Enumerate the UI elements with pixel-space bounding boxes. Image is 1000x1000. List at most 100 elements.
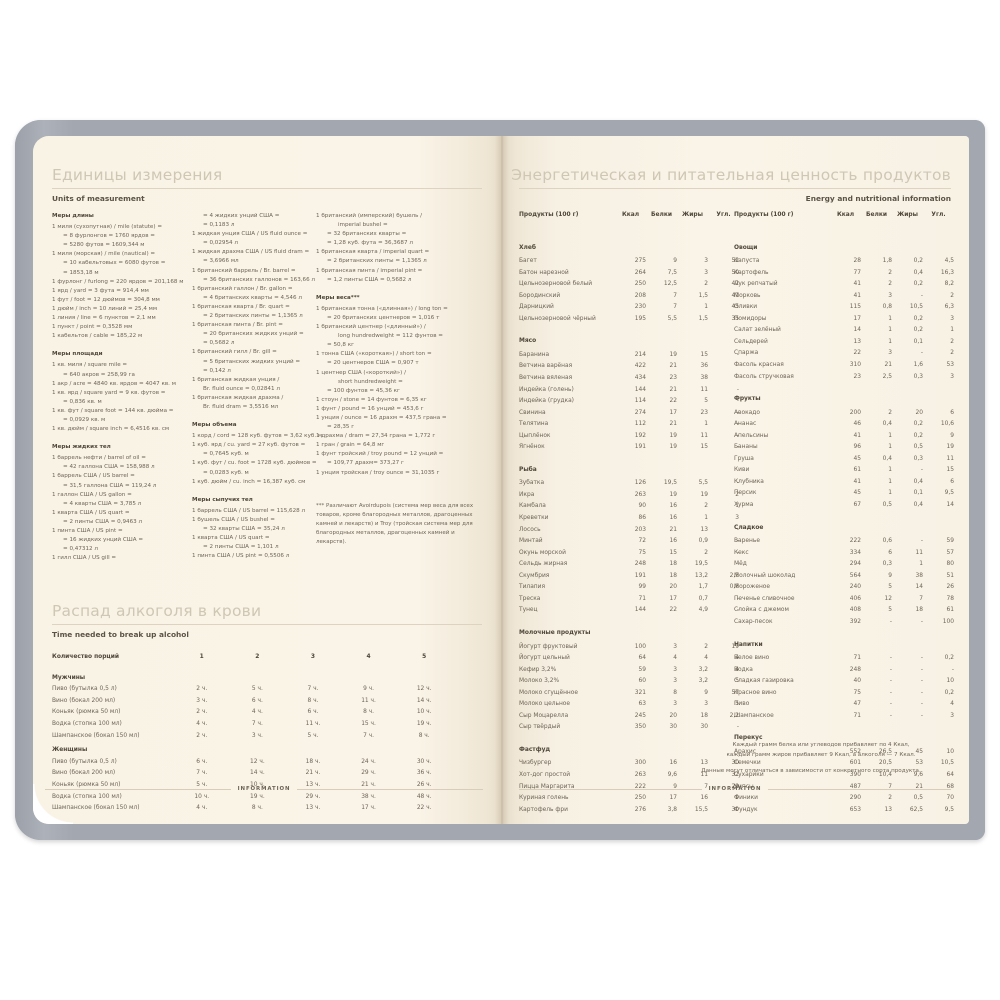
nutrition-value: 11 bbox=[915, 549, 924, 556]
nutrition-value: - bbox=[889, 655, 892, 662]
nutrition-value: 9 bbox=[673, 783, 677, 790]
nutrition-footnote-2: Данные могут отличаться в зависимости от… bbox=[701, 768, 921, 774]
table-row: Чипсы 487 7 21 68 bbox=[734, 782, 954, 794]
units-line: 1 куб. ярд / cu. yard = 27 куб. футов = bbox=[192, 442, 306, 449]
nutrition-product-name: Оливки bbox=[734, 304, 758, 311]
nutrition-value: 3 bbox=[673, 643, 677, 650]
table-row: Красное вино 75 - - 0,2 bbox=[734, 688, 954, 700]
nutrition-group-row: Мясо bbox=[519, 325, 739, 350]
nutrition-value: 9 bbox=[735, 795, 739, 802]
units-line: = 8 фурлонгов = 1760 ярдов = bbox=[63, 233, 155, 240]
nutrition-product-name: Лосось bbox=[519, 526, 541, 533]
units-line: 1 жидкая драхма США / US fluid dram = bbox=[192, 249, 310, 256]
units-line: = 1,28 куб. фута = 36,3687 л bbox=[327, 240, 413, 247]
nutrition-value: 22 bbox=[669, 398, 678, 405]
units-line: = 4 британских кварты = 4,546 л bbox=[203, 294, 302, 301]
nutrition-group-label: Перекус bbox=[734, 735, 763, 742]
nutrition-value: 2 bbox=[888, 409, 892, 416]
nutrition-value: 0,2 bbox=[913, 421, 923, 428]
table-row: Белое вино 71 - - 0,2 bbox=[734, 653, 954, 665]
nutrition-product-name: Финики bbox=[734, 795, 758, 802]
table-row: Сыр твёрдый 350 30 30 - bbox=[519, 722, 739, 734]
table-row: Авокадо 200 2 20 6 bbox=[734, 408, 954, 420]
table-row: Цыплёнок 192 19 11 - bbox=[519, 431, 739, 443]
table-row: Груша 45 0,4 0,3 11 bbox=[734, 454, 954, 466]
units-footnote: *** Различают Avoirdupois (система мер в… bbox=[316, 502, 474, 545]
nutrition-value: 0,6 bbox=[882, 538, 892, 545]
units-line: 1 стоун / stone = 14 фунтов = 6,35 кг bbox=[316, 396, 427, 403]
nutrition-value: 40 bbox=[853, 678, 862, 685]
nutrition-product-name: Шампанское bbox=[734, 712, 774, 719]
units-line: Br. fluid ounce = 0,02841 л bbox=[203, 385, 280, 392]
alcohol-hours-value: 15 ч. bbox=[361, 720, 376, 727]
table-row: Мороженое 240 5 14 26 bbox=[734, 582, 954, 594]
units-line: = 20 британских жидких унций = bbox=[203, 331, 304, 338]
nutrition-value: 1,5 bbox=[698, 315, 708, 322]
table-row: Водка (стопка 100 мл) 10 ч. 19 ч. 29 ч. 38 ч… bbox=[52, 792, 452, 804]
nutrition-value: 12,5 bbox=[663, 281, 677, 288]
table-row: Ветчина варёная 422 21 36 - bbox=[519, 361, 739, 373]
nutrition-product-name: Персик bbox=[734, 490, 757, 497]
nutrition-value: - bbox=[920, 712, 923, 719]
nutrition-value: 195 bbox=[634, 315, 646, 322]
nutrition-value: - bbox=[889, 689, 892, 696]
nutrition-value: 9 bbox=[704, 689, 708, 696]
units-line: = 4 жидких унций США = bbox=[203, 213, 280, 219]
alcohol-title-rule bbox=[52, 624, 482, 625]
nutrition-value: 86 bbox=[638, 515, 647, 522]
units-line: 1 галлон США / US gallon = bbox=[52, 491, 132, 498]
table-row: Фасоль красная 310 21 1,6 53 bbox=[734, 360, 954, 372]
nutrition-value: 23 bbox=[700, 409, 709, 416]
nutrition-product-name: Минтай bbox=[519, 538, 543, 545]
nutrition-value: 45 bbox=[731, 304, 740, 311]
nutrition-value: - bbox=[920, 678, 923, 685]
page-corner-bottom-left bbox=[33, 784, 73, 824]
nutrition-value: 6 bbox=[888, 549, 892, 556]
nutrition-value: 46 bbox=[853, 421, 862, 428]
nutrition-product-name: Фасоль стручковая bbox=[734, 373, 794, 380]
alcohol-hours-value: 10 ч. bbox=[194, 793, 210, 800]
table-row: Сахар-песок 392 - - 100 bbox=[734, 617, 954, 629]
units-line: 1 ярд / yard = 3 фута = 914,4 мм bbox=[52, 287, 149, 294]
nutrition-product-name: Сахар-песок bbox=[734, 618, 773, 625]
nutrition-value: 19 bbox=[946, 444, 955, 451]
table-row: Картофель фри 276 3,8 15,5 30 bbox=[519, 805, 739, 817]
alcohol-hours-value: 8 ч. bbox=[363, 709, 375, 716]
nutrition-product-name: Тунец bbox=[519, 607, 538, 614]
nutrition-value: 99 bbox=[638, 584, 647, 591]
units-line: = 3,6966 мл bbox=[203, 258, 239, 265]
nutrition-value: 52 bbox=[731, 258, 740, 265]
nutrition-value: 16 bbox=[669, 760, 678, 767]
nutrition-value: 334 bbox=[849, 549, 861, 556]
table-row: Йогурт фруктовый 100 3 2 19 bbox=[519, 642, 739, 654]
nutrition-group-row: Хлеб bbox=[519, 232, 739, 257]
nutrition-value: 53 bbox=[946, 362, 955, 369]
units-group-heading: Меры веса*** bbox=[316, 294, 360, 301]
nutrition-value: 0,2 bbox=[913, 315, 923, 322]
alcohol-header-portion: 5 bbox=[422, 654, 427, 660]
nutrition-value: 45 bbox=[915, 748, 924, 755]
alcohol-hours-value: 26 ч. bbox=[416, 781, 432, 788]
nutrition-value: 276 bbox=[634, 806, 646, 813]
table-row: Водка 248 - - - bbox=[734, 665, 954, 677]
nutrition-product-name: Пицца Маргарита bbox=[519, 783, 575, 790]
nutrition-value: 77 bbox=[853, 269, 862, 276]
nutrition-title-rule bbox=[519, 188, 951, 189]
nutrition-grid-left: Продукты (100 г) Ккал Белки Жиры Угл. Хлеб Баг… bbox=[519, 210, 739, 816]
nutrition-value: - bbox=[920, 666, 923, 673]
nutrition-value: 10 bbox=[946, 748, 955, 755]
alcohol-hours-value: 8 ч. bbox=[307, 697, 319, 704]
nutrition-value: 30 bbox=[731, 806, 740, 813]
table-row: Дарницкий 230 7 1 45 bbox=[519, 302, 739, 314]
units-line: 1 британская кварта / imperial quart = bbox=[316, 249, 430, 256]
alcohol-drink-label: Водка (стопка 100 мл) bbox=[52, 720, 122, 727]
nutrition-value: 0,2 bbox=[944, 689, 954, 696]
nutrition-value: 20,5 bbox=[878, 760, 892, 767]
units-line: = 32 британских кварты = bbox=[327, 231, 407, 238]
nutrition-product-name: Молоко сгущённое bbox=[519, 689, 579, 696]
nutrition-product-name: Печенье сливочное bbox=[734, 595, 795, 602]
table-row: Йогурт цельный 64 4 4 4 bbox=[519, 653, 739, 665]
nutrition-value: 20 bbox=[915, 409, 924, 416]
nutrition-value: 38 bbox=[700, 375, 709, 382]
table-row: Пиво 47 - - 4 bbox=[734, 699, 954, 711]
